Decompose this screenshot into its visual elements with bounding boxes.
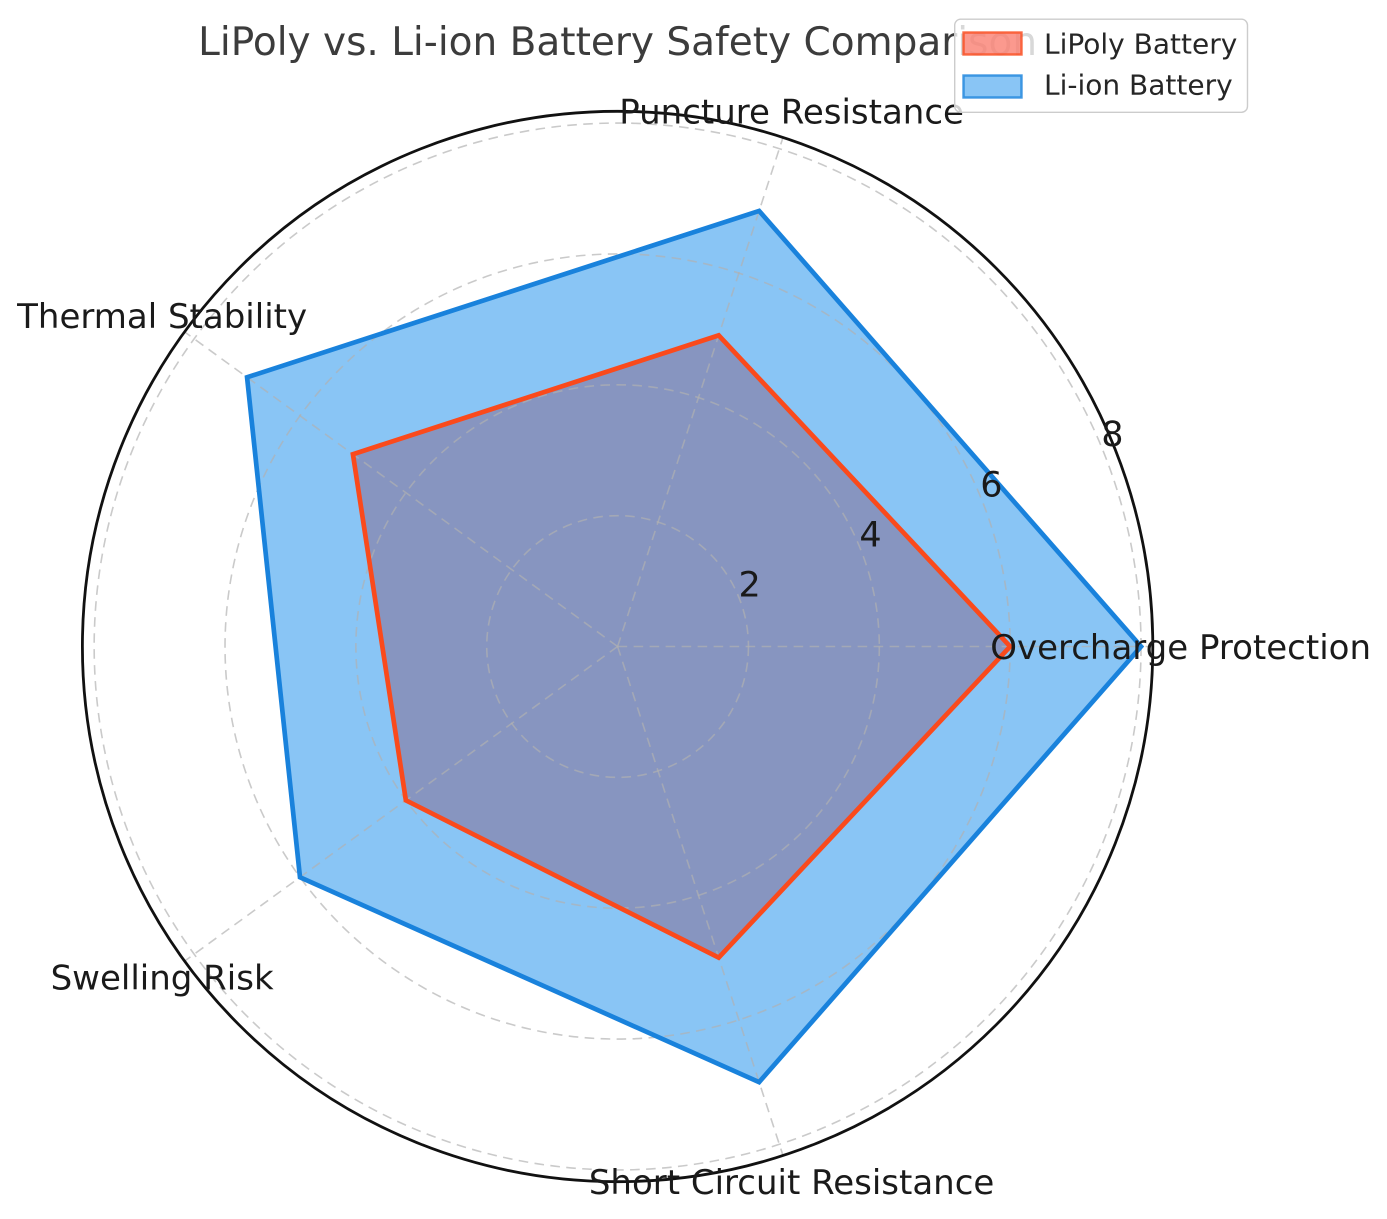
grid-spoke-3 — [184, 645, 619, 962]
category-labels: Overcharge Protection Puncture Resistance… — [16, 92, 1371, 1203]
series-lines — [244, 208, 1145, 1085]
grid-spoke-1 — [616, 137, 784, 647]
legend-swatch-lipoly — [962, 31, 1023, 56]
category-label-0: Overcharge Protection — [990, 628, 1371, 668]
series-line-1 — [244, 208, 1145, 1085]
r-tick-label-2: 2 — [738, 565, 760, 605]
legend: LiPoly Battery Li-ion Battery — [954, 18, 1249, 113]
category-label-3: Swelling Risk — [51, 959, 274, 999]
series-fill-1 — [247, 210, 1142, 1083]
r-tick-label-4: 4 — [859, 515, 881, 555]
legend-swatch-liion — [962, 74, 1023, 99]
category-label-2: Thermal Stability — [16, 297, 307, 337]
legend-label-liion: Li-ion Battery — [1044, 69, 1233, 102]
legend-box — [954, 18, 1249, 113]
category-label-1: Puncture Resistance — [619, 92, 964, 132]
grid-spoke-4 — [616, 646, 784, 1156]
legend-label-lipoly: LiPoly Battery — [1044, 27, 1237, 60]
grid-spoke-2 — [184, 331, 619, 648]
chart-title: LiPoly vs. Li-ion Battery Safety Compari… — [198, 20, 1037, 65]
radial-tick-labels: 2 4 6 8 — [738, 415, 1123, 605]
series-fills — [247, 210, 1142, 1083]
series-line-0 — [350, 332, 1014, 961]
category-label-4: Short Circuit Resistance — [589, 1163, 995, 1203]
r-tick-label-8: 8 — [1101, 415, 1123, 455]
r-tick-label-6: 6 — [980, 465, 1002, 505]
polar-outline-circle — [80, 109, 1155, 1184]
